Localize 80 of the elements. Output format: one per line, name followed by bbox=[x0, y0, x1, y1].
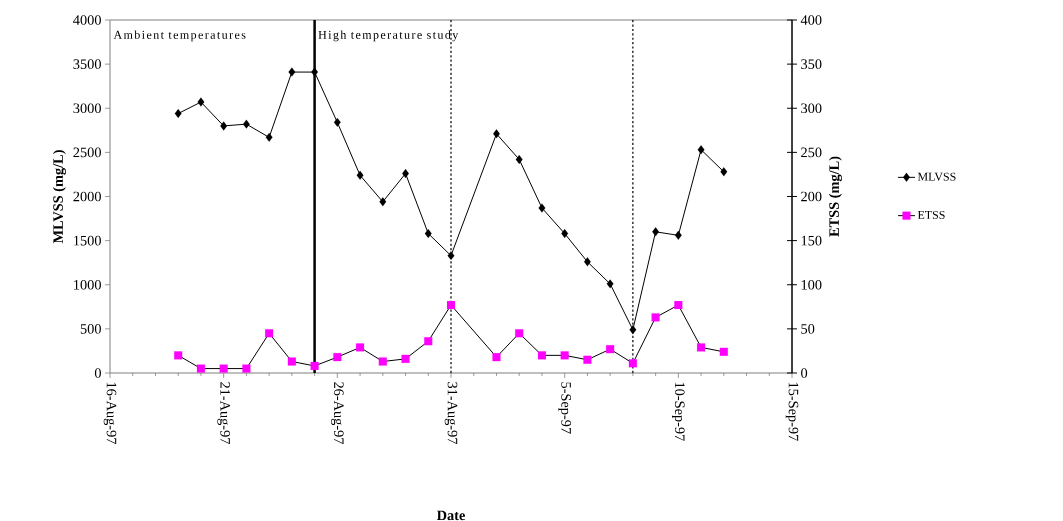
annotation: Ambient temperatures bbox=[113, 30, 246, 42]
point bbox=[674, 230, 682, 240]
point bbox=[402, 169, 409, 179]
y2-tick-label: 200 bbox=[801, 191, 822, 202]
point bbox=[629, 325, 637, 335]
point bbox=[628, 359, 637, 368]
x-tick-label: 10-Sep-97 bbox=[672, 382, 685, 441]
point bbox=[197, 97, 205, 107]
y-tick-label: 3000 bbox=[73, 103, 101, 114]
point bbox=[265, 132, 273, 142]
point bbox=[220, 121, 228, 131]
point bbox=[447, 251, 455, 261]
point bbox=[378, 357, 387, 366]
point bbox=[242, 119, 250, 129]
point bbox=[379, 197, 387, 207]
y2-axis-title: ETSS (mg/L) bbox=[828, 156, 842, 237]
y-tick-label: 4000 bbox=[73, 15, 101, 25]
y2-tick-label: 250 bbox=[801, 147, 822, 158]
point bbox=[606, 345, 615, 354]
y2-tick-label: 300 bbox=[801, 103, 822, 114]
y2-tick-label: 50 bbox=[801, 324, 815, 334]
point bbox=[674, 301, 683, 310]
point bbox=[515, 154, 523, 164]
y2-tick-label: 400 bbox=[800, 15, 822, 25]
point bbox=[515, 329, 524, 338]
x-tick-label: 5-Sep-97 bbox=[558, 382, 571, 434]
x-tick-label: 31-Aug-97 bbox=[444, 382, 458, 445]
annotation: High temperature study bbox=[318, 30, 459, 42]
point bbox=[310, 361, 319, 370]
y-axis-title: MLVSS (mg/L) bbox=[52, 150, 66, 244]
point bbox=[583, 355, 592, 364]
point bbox=[606, 279, 614, 289]
y2-tick-label: 100 bbox=[801, 279, 822, 290]
y-tick-label: 500 bbox=[80, 324, 101, 334]
y-tick-label: 2000 bbox=[73, 191, 101, 202]
point bbox=[219, 364, 228, 373]
point bbox=[401, 354, 410, 363]
point bbox=[356, 343, 365, 352]
y-tick-label: 1500 bbox=[74, 235, 101, 246]
point bbox=[720, 167, 728, 177]
point bbox=[333, 117, 341, 127]
y-tick-label: 3500 bbox=[73, 59, 101, 69]
point bbox=[583, 257, 591, 267]
point bbox=[538, 203, 546, 213]
x-axis-title: Date bbox=[436, 510, 465, 521]
point bbox=[333, 353, 342, 362]
legend-label: MLVSS bbox=[917, 172, 956, 181]
point bbox=[288, 67, 296, 77]
y2-tick-label: 350 bbox=[801, 59, 822, 69]
x-tick-label: 15-Sep-97 bbox=[785, 382, 799, 441]
point bbox=[424, 337, 433, 346]
point bbox=[356, 170, 364, 180]
x-tick-label: 26-Aug-97 bbox=[331, 382, 344, 445]
y-tick-label: 1000 bbox=[74, 279, 101, 290]
point bbox=[652, 227, 660, 237]
point bbox=[492, 353, 501, 362]
point bbox=[560, 351, 569, 360]
point bbox=[265, 329, 274, 338]
point bbox=[174, 109, 182, 119]
point bbox=[697, 343, 706, 352]
point bbox=[242, 364, 251, 373]
y-tick-label: 2500 bbox=[73, 147, 101, 158]
point bbox=[537, 351, 546, 360]
y-tick-label: 0 bbox=[94, 368, 101, 378]
x-tick-label: 21-Aug-97 bbox=[217, 382, 230, 445]
y2-tick-label: 0 bbox=[801, 368, 808, 378]
point bbox=[424, 229, 432, 239]
y2-tick-label: 150 bbox=[801, 235, 822, 246]
point bbox=[446, 301, 456, 310]
x-tick-label: 16-Aug-97 bbox=[103, 382, 117, 445]
point bbox=[561, 229, 569, 239]
point bbox=[174, 351, 183, 360]
point bbox=[311, 67, 319, 77]
point bbox=[493, 129, 500, 139]
point bbox=[697, 145, 705, 155]
legend-label: ETSS bbox=[917, 210, 945, 219]
point bbox=[651, 313, 660, 322]
point bbox=[719, 347, 728, 356]
point bbox=[287, 357, 296, 366]
point bbox=[196, 364, 205, 373]
